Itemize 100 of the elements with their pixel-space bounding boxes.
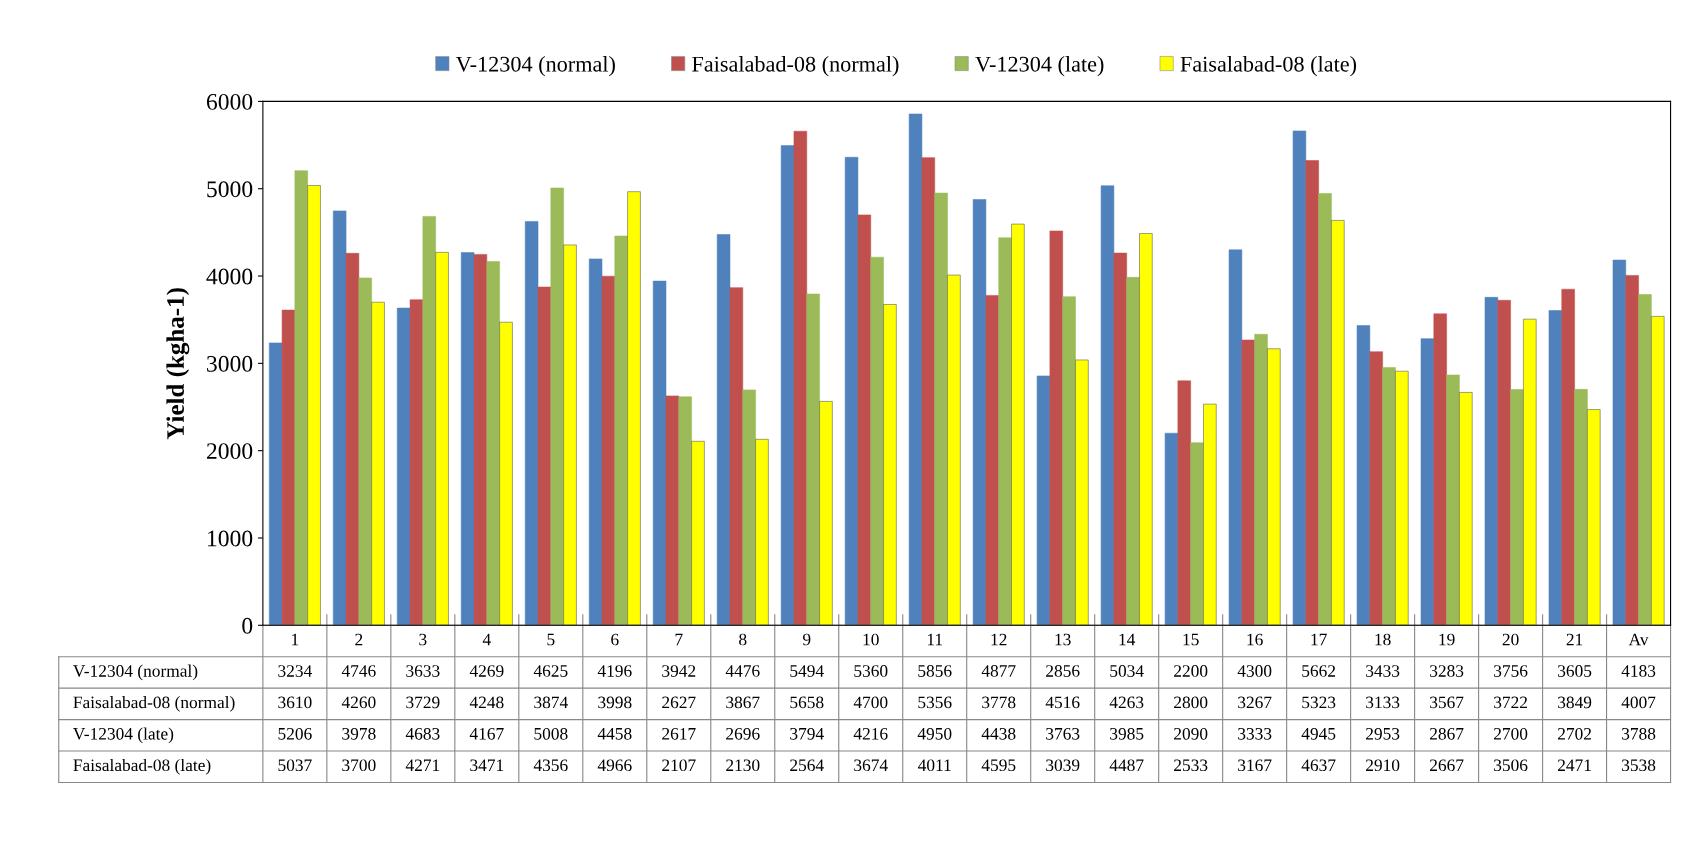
bar: [1369, 351, 1383, 626]
data-label: 3794: [790, 728, 824, 740]
data-label: 4945: [1301, 728, 1336, 740]
legend-label: V-12304 (normal): [455, 56, 615, 77]
data-label: 4625: [533, 665, 568, 677]
data-label: 4516: [1045, 696, 1080, 709]
data-label: 2800: [1174, 696, 1208, 709]
bar: [1075, 359, 1089, 626]
bar: [435, 252, 449, 626]
bar: [1190, 442, 1204, 626]
data-label: 2696: [726, 728, 760, 740]
data-label: 3538: [1622, 759, 1656, 772]
bar: [1612, 259, 1627, 626]
x-tick-label: 3: [419, 633, 427, 646]
bar: [1203, 403, 1217, 626]
data-label: 5856: [918, 665, 952, 677]
bar: [1049, 230, 1063, 626]
data-label: 3674: [854, 759, 888, 772]
data-label: 2107: [662, 759, 696, 772]
data-label: 3167: [1238, 759, 1272, 772]
data-label: 3722: [1494, 696, 1527, 709]
data-label: 4011: [918, 759, 951, 772]
data-label: 4007: [1621, 696, 1656, 709]
data-label: 3267: [1238, 696, 1272, 709]
data-label: 4683: [405, 727, 440, 740]
data-label: 4248: [469, 696, 504, 709]
x-tick-label: 13: [1055, 633, 1071, 646]
bar: [652, 280, 667, 626]
x-tick-label: 5: [547, 633, 555, 646]
bar: [537, 286, 552, 626]
x-tick-label: 16: [1247, 633, 1263, 646]
data-label: 5037: [278, 759, 312, 772]
data-label: 5034: [1110, 665, 1144, 677]
bar: [1446, 374, 1460, 626]
x-tick-label: 8: [739, 633, 747, 646]
bar: [588, 258, 603, 626]
bar: [691, 441, 705, 626]
data-label: 3567: [1430, 696, 1464, 709]
bar: [550, 187, 564, 626]
x-tick-label: 6: [611, 633, 619, 646]
data-label: 2200: [1174, 665, 1208, 677]
bar: [883, 304, 897, 626]
bar: [998, 237, 1012, 626]
text: Faisalabad-08 (normal): [73, 696, 235, 712]
bar: [844, 157, 859, 626]
bar: [1587, 409, 1601, 626]
data-label: 3998: [598, 696, 632, 709]
bar: [332, 210, 347, 626]
data-label: 3633: [406, 665, 440, 677]
bar: [371, 301, 385, 626]
data-label: 4637: [1301, 759, 1336, 772]
bar: [985, 295, 999, 626]
data-label: 5662: [1302, 665, 1336, 677]
legend-label: Faisalabad-08 (late): [1180, 56, 1357, 77]
y-tick-label: 6000: [206, 93, 253, 110]
bar: [1638, 294, 1652, 626]
data-label: 2090: [1174, 727, 1208, 740]
data-label: 3506: [1494, 759, 1528, 772]
x-tick-label: 20: [1502, 633, 1519, 646]
data-label: 2564: [790, 759, 824, 772]
data-label: 3729: [406, 696, 440, 709]
legend-label: V-12304 (late): [975, 56, 1104, 77]
x-tick-label: 7: [675, 633, 683, 646]
bar: [563, 244, 577, 626]
data-label: 3874: [534, 696, 568, 709]
y-tick-label: 2000: [206, 443, 253, 460]
bar: [1113, 252, 1127, 626]
x-tick-label: 19: [1439, 633, 1455, 646]
data-label: 4183: [1621, 665, 1656, 677]
bar: [1292, 130, 1307, 626]
x-tick-label: 14: [1119, 633, 1136, 646]
data-label: 3867: [726, 696, 760, 709]
bar: [857, 214, 872, 626]
bar: [934, 192, 948, 626]
bar: [1177, 380, 1191, 626]
bar: [524, 221, 539, 626]
bar: [1548, 310, 1563, 626]
bar: [473, 254, 488, 626]
text: V-12304 (late): [73, 727, 174, 744]
bar: [345, 253, 360, 626]
data-label: 3333: [1238, 728, 1272, 740]
bar: [870, 256, 884, 626]
bar: [972, 199, 987, 626]
bar: [396, 307, 411, 626]
y-tick-label: 5000: [207, 181, 253, 198]
data-label: 5360: [854, 665, 888, 677]
bar: [1356, 325, 1371, 626]
bar: [1651, 316, 1665, 626]
data-label: 3978: [342, 727, 376, 740]
bar: [358, 277, 372, 626]
bar: [1228, 249, 1243, 626]
bar: [716, 234, 731, 626]
data-label: 3234: [278, 665, 312, 677]
data-label: 2667: [1430, 759, 1464, 772]
bar: [1164, 432, 1179, 626]
bar: [460, 252, 475, 626]
data-label: 4196: [597, 665, 632, 677]
bar: [819, 401, 833, 626]
data-label: 4438: [981, 727, 1016, 740]
bar: [1100, 185, 1115, 626]
